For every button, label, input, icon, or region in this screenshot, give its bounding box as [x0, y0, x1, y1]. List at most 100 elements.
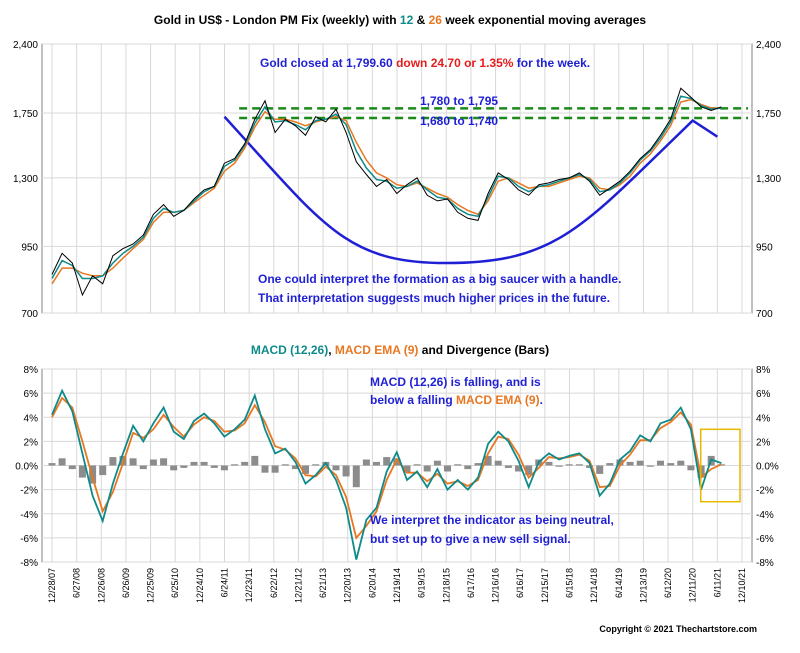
indicator-note-line-2: but set up to give a new sell signal. [370, 532, 571, 546]
divergence-bar [129, 458, 137, 466]
price-y-tick-label: 700 [21, 309, 38, 320]
x-tick-label: 6/26/09 [121, 568, 131, 598]
divergence-bar [474, 463, 482, 466]
x-tick-label: 6/27/08 [72, 568, 82, 598]
date-x-axis: 12/28/07 6/27/08 12/26/08 6/26/09 12/25/09 6/… [47, 568, 747, 603]
divergence-bar [383, 457, 391, 466]
price-y-tick-label: 1,750 [756, 109, 781, 120]
divergence-bar [302, 465, 309, 474]
divergence-bar [261, 465, 269, 473]
divergence-bar [606, 463, 614, 466]
x-tick-label: 12/25/09 [146, 568, 156, 603]
macd-y-tick-label: -4% [20, 510, 38, 521]
price-y-axis-right: 700 950 1,300 1,750 2,400 [756, 40, 781, 320]
divergence-bar [484, 455, 492, 466]
x-tick-label: 6/11/21 [712, 568, 722, 597]
divergence-bar [190, 461, 198, 466]
macd-y-tick-label: 4% [24, 413, 39, 424]
indicator-note-line-1: We interpret the indicator as being neut… [370, 513, 614, 527]
saucer-note-line-1: One could interpret the formation as a b… [258, 272, 621, 286]
macd-y-tick-label: 8% [24, 365, 39, 376]
macd-y-tick-label: -6% [20, 534, 38, 545]
x-tick-label: 6/16/17 [515, 568, 525, 598]
macd-y-axis-right: -8% -6% -4% -2% 0.0% 2% 4% 6% 8% [756, 365, 779, 569]
macd-y-tick-label: 0.0% [756, 462, 779, 473]
divergence-bar [48, 463, 56, 466]
price-y-tick-label: 1,300 [756, 174, 781, 185]
divergence-bar [180, 465, 188, 468]
divergence-bar [586, 465, 593, 468]
level-label-lower: 1,680 to 1,740 [420, 114, 498, 128]
divergence-bar [342, 465, 350, 477]
macd-y-tick-label: -2% [20, 486, 38, 497]
divergence-bar [68, 465, 76, 470]
divergence-bar [616, 459, 624, 466]
macd-y-tick-label: -8% [756, 558, 774, 569]
macd-y-axis-left: -8% -6% -4% -2% 0.0% 2% 4% 6% 8% [15, 365, 38, 569]
x-tick-label: 6/19/15 [417, 568, 427, 598]
divergence-bar [403, 465, 411, 473]
macd-y-tick-label: 0.0% [15, 462, 38, 473]
divergence-bar [210, 465, 218, 468]
price-y-axis-left: 700 950 1,300 1,750 2,400 [13, 40, 38, 320]
divergence-bar [687, 465, 695, 471]
highlight-rectangle [699, 428, 741, 503]
x-tick-label: 12/16/16 [491, 568, 501, 603]
divergence-bar [504, 465, 512, 468]
x-tick-label: 12/14/18 [589, 568, 599, 603]
macd-series [51, 388, 722, 560]
divergence-bar [677, 460, 685, 466]
price-y-tick-label: 950 [21, 242, 38, 253]
divergence-bar [170, 465, 178, 471]
divergence-bar [515, 465, 522, 472]
macd-y-tick-label: 8% [756, 365, 771, 376]
x-tick-label: 6/22/12 [269, 568, 279, 598]
divergence-bar [667, 463, 675, 466]
price-series [51, 87, 722, 297]
level-label-upper: 1,780 to 1,795 [420, 94, 498, 108]
x-tick-label: 12/13/19 [638, 568, 648, 603]
divergence-bar [251, 455, 259, 466]
x-tick-label: 6/15/18 [565, 568, 575, 598]
divergence-bar [109, 457, 117, 466]
x-tick-label: 6/21/13 [318, 568, 328, 598]
x-tick-label: 6/12/20 [663, 568, 673, 598]
divergence-bar [413, 464, 421, 466]
macd-note-line-1: MACD (12,26) is falling, and is [370, 375, 541, 389]
x-tick-label: 6/24/11 [220, 568, 230, 597]
saucer-note-line-2: That interpretation suggests much higher… [258, 291, 610, 305]
price-y-tick-label: 700 [756, 309, 773, 320]
divergence-bar [362, 459, 370, 466]
divergence-bar [525, 465, 533, 476]
x-tick-label: 6/25/10 [170, 568, 180, 598]
macd-y-tick-label: 4% [756, 413, 771, 424]
divergence-bar [58, 458, 66, 466]
x-tick-label: 12/20/13 [343, 568, 353, 603]
divergence-bar [373, 461, 380, 466]
price-y-tick-label: 1,300 [13, 174, 38, 185]
divergence-bar [160, 458, 168, 466]
divergence-bar [139, 465, 147, 470]
divergence-bar [444, 465, 451, 472]
divergence-bar [78, 465, 86, 478]
divergence-bar [454, 464, 462, 466]
divergence-bar [636, 460, 644, 466]
price-y-tick-label: 950 [756, 242, 773, 253]
divergence-bar [393, 458, 401, 466]
macd-y-tick-label: -8% [20, 558, 38, 569]
divergence-bar [241, 461, 249, 466]
x-tick-label: 6/20/14 [367, 568, 377, 598]
ema-12-line [51, 95, 722, 280]
x-tick-label: 12/10/21 [737, 568, 747, 603]
macd-y-tick-label: 6% [24, 389, 39, 400]
macd-y-tick-label: 2% [24, 437, 39, 448]
divergence-bar [352, 465, 360, 488]
macd-ema-line [51, 396, 722, 540]
gold-close-annotation: Gold closed at 1,799.60 down 24.70 or 1.… [260, 56, 590, 70]
divergence-bar [149, 459, 157, 466]
support-levels [239, 107, 748, 120]
divergence-bar [555, 465, 563, 467]
gold-price-line [51, 87, 722, 297]
saucer-path [223, 115, 719, 265]
